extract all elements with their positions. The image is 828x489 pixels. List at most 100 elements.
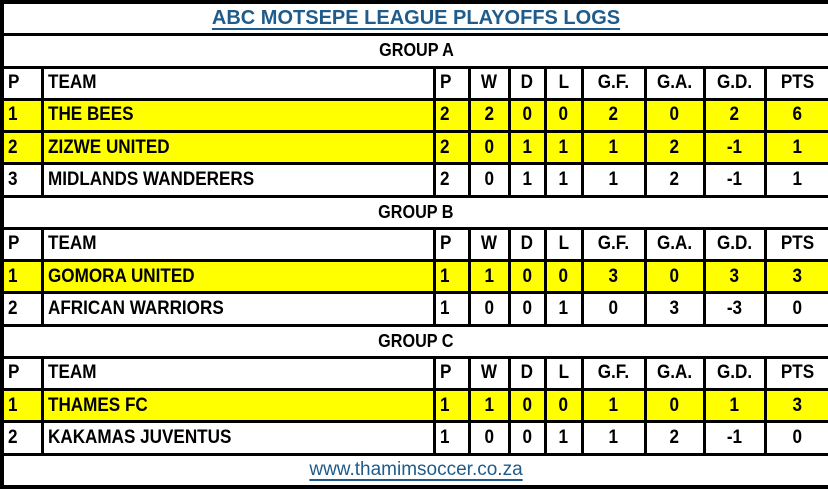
cell-goals-against: 0 — [643, 97, 706, 134]
website-link[interactable]: www.thamimsoccer.co.za — [309, 459, 523, 481]
table-row-gomora-united: 1 GOMORA UNITED 1 1 0 0 3 0 3 3 — [0, 259, 828, 295]
cell-wins: 0 — [467, 130, 511, 166]
header-text: PTS — [780, 72, 814, 94]
cell-goals-for: 3 — [580, 259, 647, 295]
cell-text: 0 — [669, 265, 680, 287]
cell-points: 0 — [763, 291, 828, 327]
cell-wins: 2 — [467, 97, 511, 134]
cell-losses: 0 — [543, 97, 584, 134]
cell-text: AFRICAN WARRIORS — [47, 297, 224, 319]
cell-text: 0 — [522, 104, 532, 126]
group-a-header-row: P TEAM P W D L G.F. G.A. G.D. PTS — [0, 65, 828, 101]
cell-team: THE BEES — [40, 97, 436, 134]
header-text: TEAM — [47, 233, 96, 255]
group-b-title-row: GROUP B — [0, 194, 828, 230]
col-header-goal-diff: G.D. — [702, 226, 767, 263]
cell-text: -1 — [726, 136, 743, 158]
cell-goals-against: 0 — [643, 388, 706, 424]
cell-draws: 0 — [507, 420, 547, 456]
header-text: D — [520, 233, 534, 255]
header-text: PTS — [780, 233, 814, 255]
cell-text: -3 — [726, 297, 743, 319]
cell-text: 0 — [522, 265, 532, 287]
col-header-points: PTS — [763, 355, 828, 392]
cell-text: 2 — [439, 168, 450, 190]
cell-text: 3 — [792, 394, 803, 416]
cell-text: 0 — [484, 168, 494, 190]
cell-points: 3 — [763, 388, 828, 424]
cell-text: 6 — [792, 104, 803, 126]
cell-goals-against: 0 — [643, 259, 706, 295]
cell-text: 1 — [792, 136, 803, 158]
cell-goals-for: 0 — [580, 291, 647, 327]
cell-goals-for: 2 — [580, 97, 647, 134]
cell-goals-for: 1 — [580, 162, 647, 198]
header-text: P — [8, 362, 20, 384]
footer-cell: www.thamimsoccer.co.za — [0, 452, 828, 489]
cell-text: 1 — [439, 297, 450, 319]
col-header-draws: D — [507, 355, 547, 392]
cell-losses: 0 — [543, 259, 584, 295]
cell-draws: 0 — [507, 291, 547, 327]
table-row-thames-fc: 1 THAMES FC 1 1 0 0 1 0 1 3 — [0, 388, 828, 424]
cell-points: 1 — [763, 162, 828, 198]
cell-goal-diff: -3 — [702, 291, 767, 327]
cell-text: -1 — [726, 426, 743, 448]
cell-goal-diff: 2 — [702, 97, 767, 134]
cell-played: 2 — [432, 97, 471, 134]
header-text: P — [439, 72, 451, 94]
cell-played: 1 — [432, 388, 471, 424]
header-text: G.D. — [716, 362, 753, 384]
col-header-position: P — [0, 65, 44, 101]
cell-goal-diff: -1 — [702, 130, 767, 166]
cell-goals-against: 2 — [643, 130, 706, 166]
header-text: G.F. — [597, 72, 630, 94]
cell-points: 3 — [763, 259, 828, 295]
col-header-wins: W — [467, 355, 511, 392]
cell-text: 0 — [792, 297, 803, 319]
header-text: W — [480, 72, 498, 94]
cell-text: -1 — [726, 168, 743, 190]
group-a-title: GROUP A — [0, 33, 828, 69]
header-text: P — [439, 233, 451, 255]
header-text: D — [520, 362, 534, 384]
cell-text: 2 — [608, 104, 619, 126]
cell-position: 1 — [0, 388, 44, 424]
cell-draws: 0 — [507, 259, 547, 295]
cell-text: 0 — [558, 265, 569, 287]
header-text: G.F. — [597, 233, 630, 255]
header-text: L — [558, 72, 569, 94]
cell-text: 1 — [608, 394, 619, 416]
cell-text: 2 — [8, 426, 18, 448]
cell-text: 1 — [558, 297, 569, 319]
cell-text: 3 — [792, 265, 803, 287]
col-header-losses: L — [543, 355, 584, 392]
col-header-goals-against: G.A. — [643, 65, 706, 101]
cell-text: 0 — [669, 394, 680, 416]
col-header-goals-against: G.A. — [643, 355, 706, 392]
cell-text: 3 — [608, 265, 619, 287]
cell-text: 2 — [669, 136, 680, 158]
cell-text: 0 — [484, 297, 494, 319]
header-text: P — [8, 233, 20, 255]
cell-team: MIDLANDS WANDERERS — [40, 162, 436, 198]
group-title-text: GROUP A — [378, 40, 454, 61]
cell-text: 1 — [558, 168, 569, 190]
table-row-midlands-wanderers: 3 MIDLANDS WANDERERS 2 0 1 1 1 2 -1 1 — [0, 162, 828, 198]
table-row-kakamas-juventus: 2 KAKAMAS JUVENTUS 1 0 0 1 1 2 -1 0 — [0, 420, 828, 456]
cell-goal-diff: -1 — [702, 420, 767, 456]
col-header-losses: L — [543, 226, 584, 263]
header-text: TEAM — [47, 362, 96, 384]
col-header-wins: W — [467, 226, 511, 263]
cell-text: 0 — [522, 426, 532, 448]
cell-text: 2 — [669, 168, 680, 190]
col-header-position: P — [0, 226, 44, 263]
table-row-the-bees: 1 THE BEES 2 2 0 0 2 0 2 6 — [0, 97, 828, 134]
group-c-title: GROUP C — [0, 323, 828, 359]
cell-goal-diff: 3 — [702, 259, 767, 295]
cell-text: 1 — [558, 136, 569, 158]
cell-wins: 0 — [467, 291, 511, 327]
cell-text: 0 — [484, 426, 494, 448]
cell-text: 2 — [8, 136, 18, 158]
cell-losses: 1 — [543, 162, 584, 198]
